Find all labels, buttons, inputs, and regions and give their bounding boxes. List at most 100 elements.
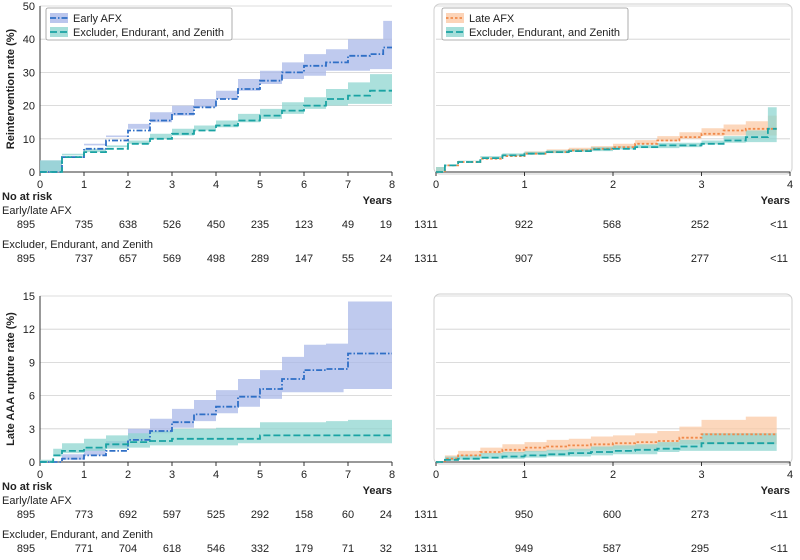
x-axis-title: Years: [761, 195, 790, 207]
risk-value-early: 692: [119, 509, 137, 521]
legend-swatch: [446, 27, 464, 37]
ci-band: [40, 74, 392, 172]
risk-value-early: 657: [119, 253, 137, 265]
x-axis-title: Years: [761, 485, 790, 497]
x-tick-label: 3: [169, 469, 175, 481]
legend-box: [45, 7, 233, 41]
series-line: [436, 433, 777, 463]
y-tick-label: 0: [29, 167, 35, 179]
x-tick-label: 5: [257, 469, 263, 481]
risk-value-late: 277: [691, 253, 709, 265]
risk-value-late: <11: [770, 509, 788, 521]
x-tick-label: 2: [610, 179, 616, 191]
risk-value-early: 292: [251, 509, 269, 521]
series-line: [436, 127, 777, 173]
ci-band: [436, 115, 777, 172]
risk-value-late: 273: [691, 509, 709, 521]
x-tick-label: 8: [389, 469, 395, 481]
risk-value-late: 1311: [414, 253, 438, 265]
risk-value-early: 179: [295, 543, 313, 555]
x-tick-label: 2: [125, 469, 131, 481]
x-axis-title: Years: [363, 485, 392, 497]
y-tick-label: 40: [23, 34, 35, 46]
risk-value-late: <11: [770, 543, 788, 555]
risk-value-late: 252: [691, 219, 709, 231]
risk-value-late: 1311: [414, 509, 438, 521]
risk-value-early: 498: [207, 253, 225, 265]
risk-value-early: 895: [17, 219, 35, 231]
legend-label: Late AFX: [469, 13, 515, 25]
legend-box: [441, 7, 629, 41]
risk-value-late: 295: [691, 543, 709, 555]
risk-value-late: <11: [770, 253, 788, 265]
risk-value-early: 32: [380, 543, 392, 555]
risk-group-label: Excluder, Endurant, and Zenith: [2, 529, 153, 541]
risk-group-label: Excluder, Endurant, and Zenith: [2, 239, 153, 251]
x-tick-label: 4: [213, 179, 219, 191]
risk-table-header: No at risk: [2, 191, 53, 203]
y-tick-label: 0: [29, 457, 35, 469]
risk-value-late: 568: [603, 219, 621, 231]
risk-value-early: 24: [380, 253, 392, 265]
ci-band: [40, 20, 392, 173]
x-tick-label: 7: [345, 469, 351, 481]
risk-value-late: 949: [515, 543, 533, 555]
x-tick-label: 0: [433, 179, 439, 191]
risk-value-early: 618: [163, 543, 181, 555]
y-tick-label: 6: [29, 391, 35, 403]
risk-value-early: 546: [207, 543, 225, 555]
x-tick-label: 5: [257, 179, 263, 191]
ci-band: [40, 301, 392, 462]
risk-value-early: 895: [17, 509, 35, 521]
risk-value-early: 289: [251, 253, 269, 265]
risk-value-early: 55: [342, 253, 354, 265]
ci-band: [40, 419, 392, 462]
x-tick-label: 0: [37, 469, 43, 481]
y-axis-title: Late AAA rupture rate (%): [5, 312, 17, 446]
x-tick-label: 8: [389, 179, 395, 191]
y-tick-label: 20: [23, 101, 35, 113]
legend-label: Early AFX: [73, 13, 123, 25]
risk-group-label: Early/late AFX: [2, 205, 72, 217]
risk-value-late: 1311: [414, 543, 438, 555]
x-tick-label: 6: [301, 179, 307, 191]
ci-band: [436, 416, 777, 462]
legend-swatch: [50, 27, 68, 37]
risk-value-late: 1311: [414, 219, 438, 231]
risk-value-late: 907: [515, 253, 533, 265]
ci-band: [436, 433, 777, 462]
x-tick-label: 3: [169, 179, 175, 191]
x-tick-label: 2: [125, 179, 131, 191]
risk-value-late: 587: [603, 543, 621, 555]
risk-value-early: 895: [17, 253, 35, 265]
risk-value-early: 60: [342, 509, 354, 521]
y-tick-label: 50: [23, 1, 35, 13]
risk-value-early: 49: [342, 219, 354, 231]
x-tick-label: 3: [698, 179, 704, 191]
risk-value-late: 555: [603, 253, 621, 265]
risk-value-early: 332: [251, 543, 269, 555]
series-line: [436, 442, 777, 463]
series-line: [40, 352, 392, 463]
risk-value-early: 123: [295, 219, 313, 231]
series-line: [40, 434, 392, 463]
risk-value-late: 600: [603, 509, 621, 521]
risk-value-early: 158: [295, 509, 313, 521]
y-tick-label: 9: [29, 357, 35, 369]
x-tick-label: 1: [81, 179, 87, 191]
y-tick-label: 15: [23, 291, 35, 303]
x-tick-label: 1: [521, 179, 527, 191]
y-tick-label: 30: [23, 67, 35, 79]
risk-group-label: Early/late AFX: [2, 495, 72, 507]
risk-value-early: 895: [17, 543, 35, 555]
x-tick-label: 6: [301, 469, 307, 481]
risk-value-early: 737: [75, 253, 93, 265]
risk-value-early: 235: [251, 219, 269, 231]
legend-label: Excluder, Endurant, and Zenith: [73, 27, 224, 39]
risk-value-early: 773: [75, 509, 93, 521]
risk-value-early: 597: [163, 509, 181, 521]
risk-value-early: 24: [380, 509, 392, 521]
x-tick-label: 1: [81, 469, 87, 481]
risk-value-early: 569: [163, 253, 181, 265]
